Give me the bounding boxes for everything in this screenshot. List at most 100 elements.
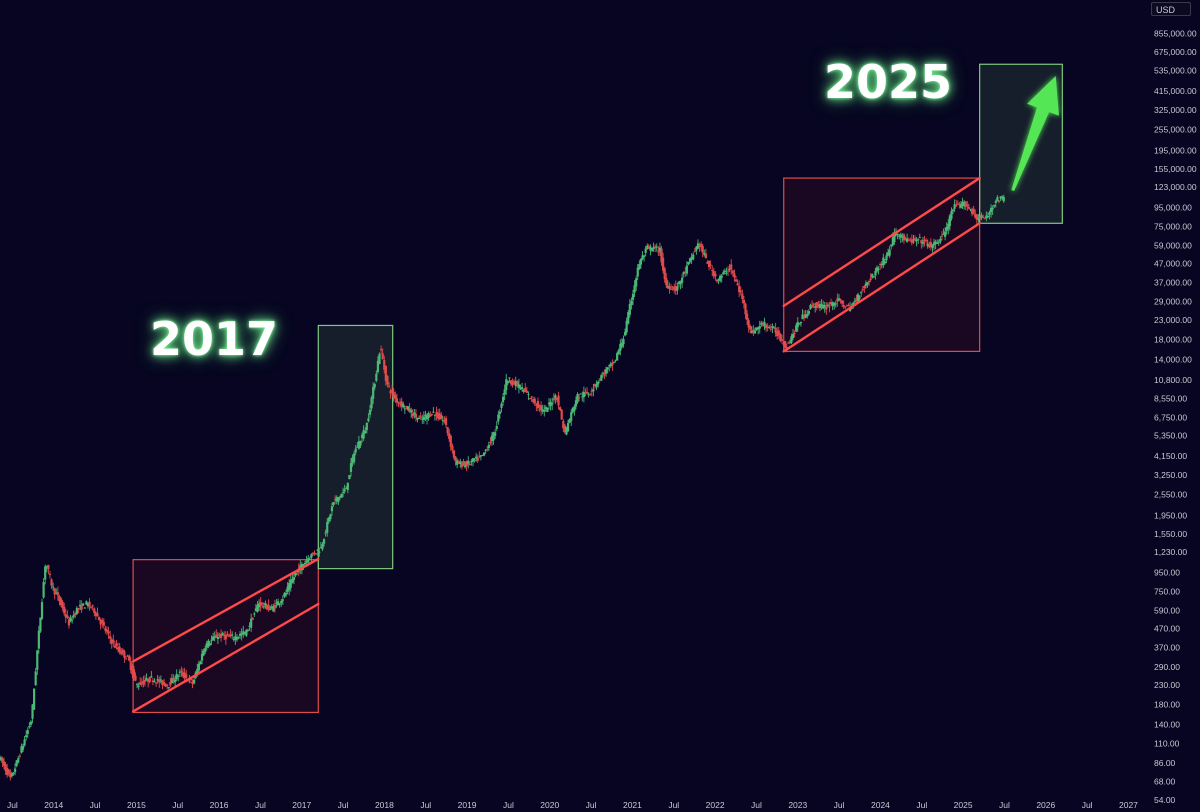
candle-body: [99, 619, 102, 625]
candle-body: [395, 398, 399, 403]
candle-body: [107, 631, 110, 634]
candle-body: [864, 283, 868, 286]
candle-body: [988, 212, 991, 215]
y-tick-label: 855,000.00: [1154, 28, 1197, 38]
candle-body: [663, 268, 666, 280]
y-tick-label: 29,000.00: [1154, 297, 1192, 307]
candle-body: [784, 340, 787, 348]
candle-body: [357, 441, 361, 449]
candle-body: [858, 296, 861, 299]
candle-body: [723, 270, 726, 273]
x-tick-label: 2027: [1119, 800, 1138, 810]
candle-body: [170, 678, 174, 684]
candle-body: [552, 398, 555, 401]
candle-body: [6, 767, 9, 776]
candle-body: [874, 270, 877, 276]
candle-body: [413, 412, 416, 415]
candle-body: [498, 411, 502, 414]
candle-body: [950, 211, 953, 219]
y-tick-label: 2,550.00: [1154, 489, 1187, 499]
candle-body: [475, 456, 478, 459]
candle-body: [787, 342, 790, 344]
candle-body: [370, 397, 373, 409]
candle-body: [134, 675, 137, 681]
y-tick-label: 37,000.00: [1154, 277, 1192, 287]
candle-body: [353, 453, 356, 462]
candle-body: [204, 648, 207, 653]
candle-body: [993, 204, 996, 207]
candle-body: [810, 305, 814, 308]
candle-body: [650, 248, 654, 251]
candle-body: [291, 578, 294, 583]
candle-body: [200, 653, 204, 661]
candle-body: [172, 677, 175, 682]
candle-body: [771, 326, 774, 328]
candle-body: [506, 380, 509, 384]
candle-body: [256, 605, 259, 613]
candle-body: [719, 275, 722, 281]
candle-body: [479, 455, 482, 457]
candle-body: [21, 745, 25, 750]
candle-body: [334, 499, 337, 501]
y-tick-label: 47,000.00: [1154, 258, 1192, 268]
candle-body: [259, 602, 262, 606]
candle-body: [262, 606, 265, 608]
candle-body: [341, 492, 345, 494]
candle-body: [414, 413, 418, 418]
candle-body: [72, 614, 75, 618]
candle-body: [37, 630, 40, 649]
candle-body: [121, 649, 124, 652]
candle-body: [839, 299, 842, 301]
candles: [0, 194, 1005, 781]
candle-body: [603, 374, 606, 376]
candle-body: [113, 645, 117, 648]
candle-body: [939, 238, 942, 242]
candle-body: [273, 604, 277, 609]
candle-body: [657, 251, 660, 253]
candle-body: [736, 283, 739, 286]
candle-body: [257, 603, 261, 608]
candle-body: [555, 397, 559, 400]
y-axis: 855,000.00 675,000.00 535,000.00 415,000.00…: [1154, 28, 1197, 805]
x-tick-label: Jul: [668, 800, 679, 810]
candle-body: [299, 565, 302, 570]
candle-body: [330, 506, 334, 512]
candle-body: [408, 408, 411, 413]
candle-body: [630, 300, 633, 305]
candle-body: [932, 242, 936, 245]
candle-body: [544, 407, 547, 410]
candle-body: [96, 613, 99, 617]
y-tick-label: 155,000.00: [1154, 164, 1197, 174]
candle-body: [137, 685, 140, 687]
candle-body: [712, 271, 715, 277]
candle-body: [733, 273, 736, 278]
candle-body: [614, 359, 617, 361]
candle-body: [234, 636, 237, 641]
candle-body: [183, 672, 186, 679]
candle-body: [398, 403, 402, 405]
candle-body: [315, 553, 318, 555]
candle-body: [668, 285, 671, 289]
candle-body: [589, 394, 592, 396]
y-tick-label: 123,000.00: [1154, 182, 1197, 192]
candle-body: [777, 330, 780, 335]
candle-body: [85, 601, 88, 605]
y-tick-label: 8,550.00: [1154, 394, 1187, 404]
candle-body: [115, 643, 118, 646]
candle-body: [959, 204, 963, 208]
candle-body: [872, 276, 875, 278]
y-tick-label: 470.00: [1154, 623, 1180, 633]
candle-body: [570, 412, 573, 421]
candle-body: [823, 305, 826, 308]
currency-badge[interactable]: USD: [1151, 2, 1191, 16]
candle-body: [757, 327, 760, 330]
candle-body: [890, 244, 893, 247]
candle-body: [494, 432, 497, 436]
candle-body: [181, 672, 185, 677]
candle-body: [693, 251, 696, 253]
y-tick-label: 5,350.00: [1154, 431, 1187, 441]
candle-body: [215, 634, 218, 638]
candle-body: [7, 769, 10, 774]
